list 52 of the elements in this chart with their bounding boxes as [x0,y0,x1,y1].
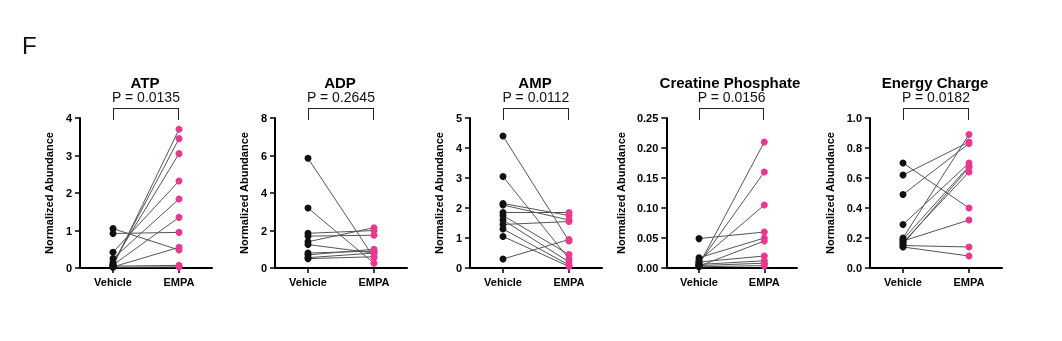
y-tick-label: 0.25 [636,112,659,124]
y-tick-label: 0 [260,262,267,274]
x-tick-label: EMPA [163,275,195,288]
y-tick-label: 8 [260,112,267,124]
x-tick-label: Vehicle [289,275,327,288]
chart-title: AMP [518,74,552,91]
y-tick-label: 3 [455,172,462,184]
x-tick-label: Vehicle [680,275,718,288]
y-tick-label: 0.15 [636,172,659,184]
text: P = 0.2645 [307,89,375,105]
x-tick-label: EMPA [553,275,585,288]
y-tick-label: 0.2 [846,232,862,244]
y-axis-title: Normalized Abundance [238,132,251,254]
chart-title: Creatine Phosphate [659,74,801,91]
y-tick-label: 0 [65,262,72,274]
y-tick-label: 3 [65,149,72,162]
y-tick-label: 2 [65,187,72,199]
y-tick-label: 0.05 [636,232,659,244]
y-tick-label: 0.8 [846,142,862,154]
text: P = 0.0112 [502,89,570,105]
x-tick-label: Vehicle [94,275,132,288]
chart-title: ATP [130,74,160,91]
y-axis-title: Normalized Abundance [614,132,627,254]
y-tick-label: 0.20 [636,142,659,154]
y-tick-label: 1 [455,232,462,244]
y-tick-label: 0 [455,262,462,274]
text: P = 0.0135 [112,89,180,105]
y-tick-label: 0.00 [636,262,659,274]
y-tick-label: 6 [260,149,267,162]
x-tick-label: Vehicle [884,275,922,288]
y-tick-label: 5 [455,112,462,124]
y-axis-title: Normalized Abundance [433,132,446,254]
y-tick-label: 2 [455,202,462,214]
y-tick-label: 4 [65,112,73,124]
y-tick-label: 0.0 [846,262,862,274]
x-tick-label: EMPA [748,275,780,288]
x-tick-label: EMPA [953,275,985,288]
y-tick-label: 4 [260,187,268,199]
y-tick-label: 4 [455,142,463,154]
x-tick-label: Vehicle [484,275,522,288]
text: F [22,32,37,60]
y-tick-label: 0.10 [636,202,659,214]
y-tick-label: 1 [65,224,72,237]
y-axis-title: Normalized Abundance [824,132,837,254]
y-tick-label: 0.4 [846,202,863,214]
y-axis-title: Normalized Abundance [43,132,56,254]
y-tick-label: 1.0 [846,112,862,124]
y-tick-label: 0.6 [846,172,862,184]
chart-title: Energy Charge [881,74,989,91]
chart-title: ADP [324,74,356,91]
x-tick-label: EMPA [358,275,390,288]
y-tick-label: 2 [260,224,267,237]
